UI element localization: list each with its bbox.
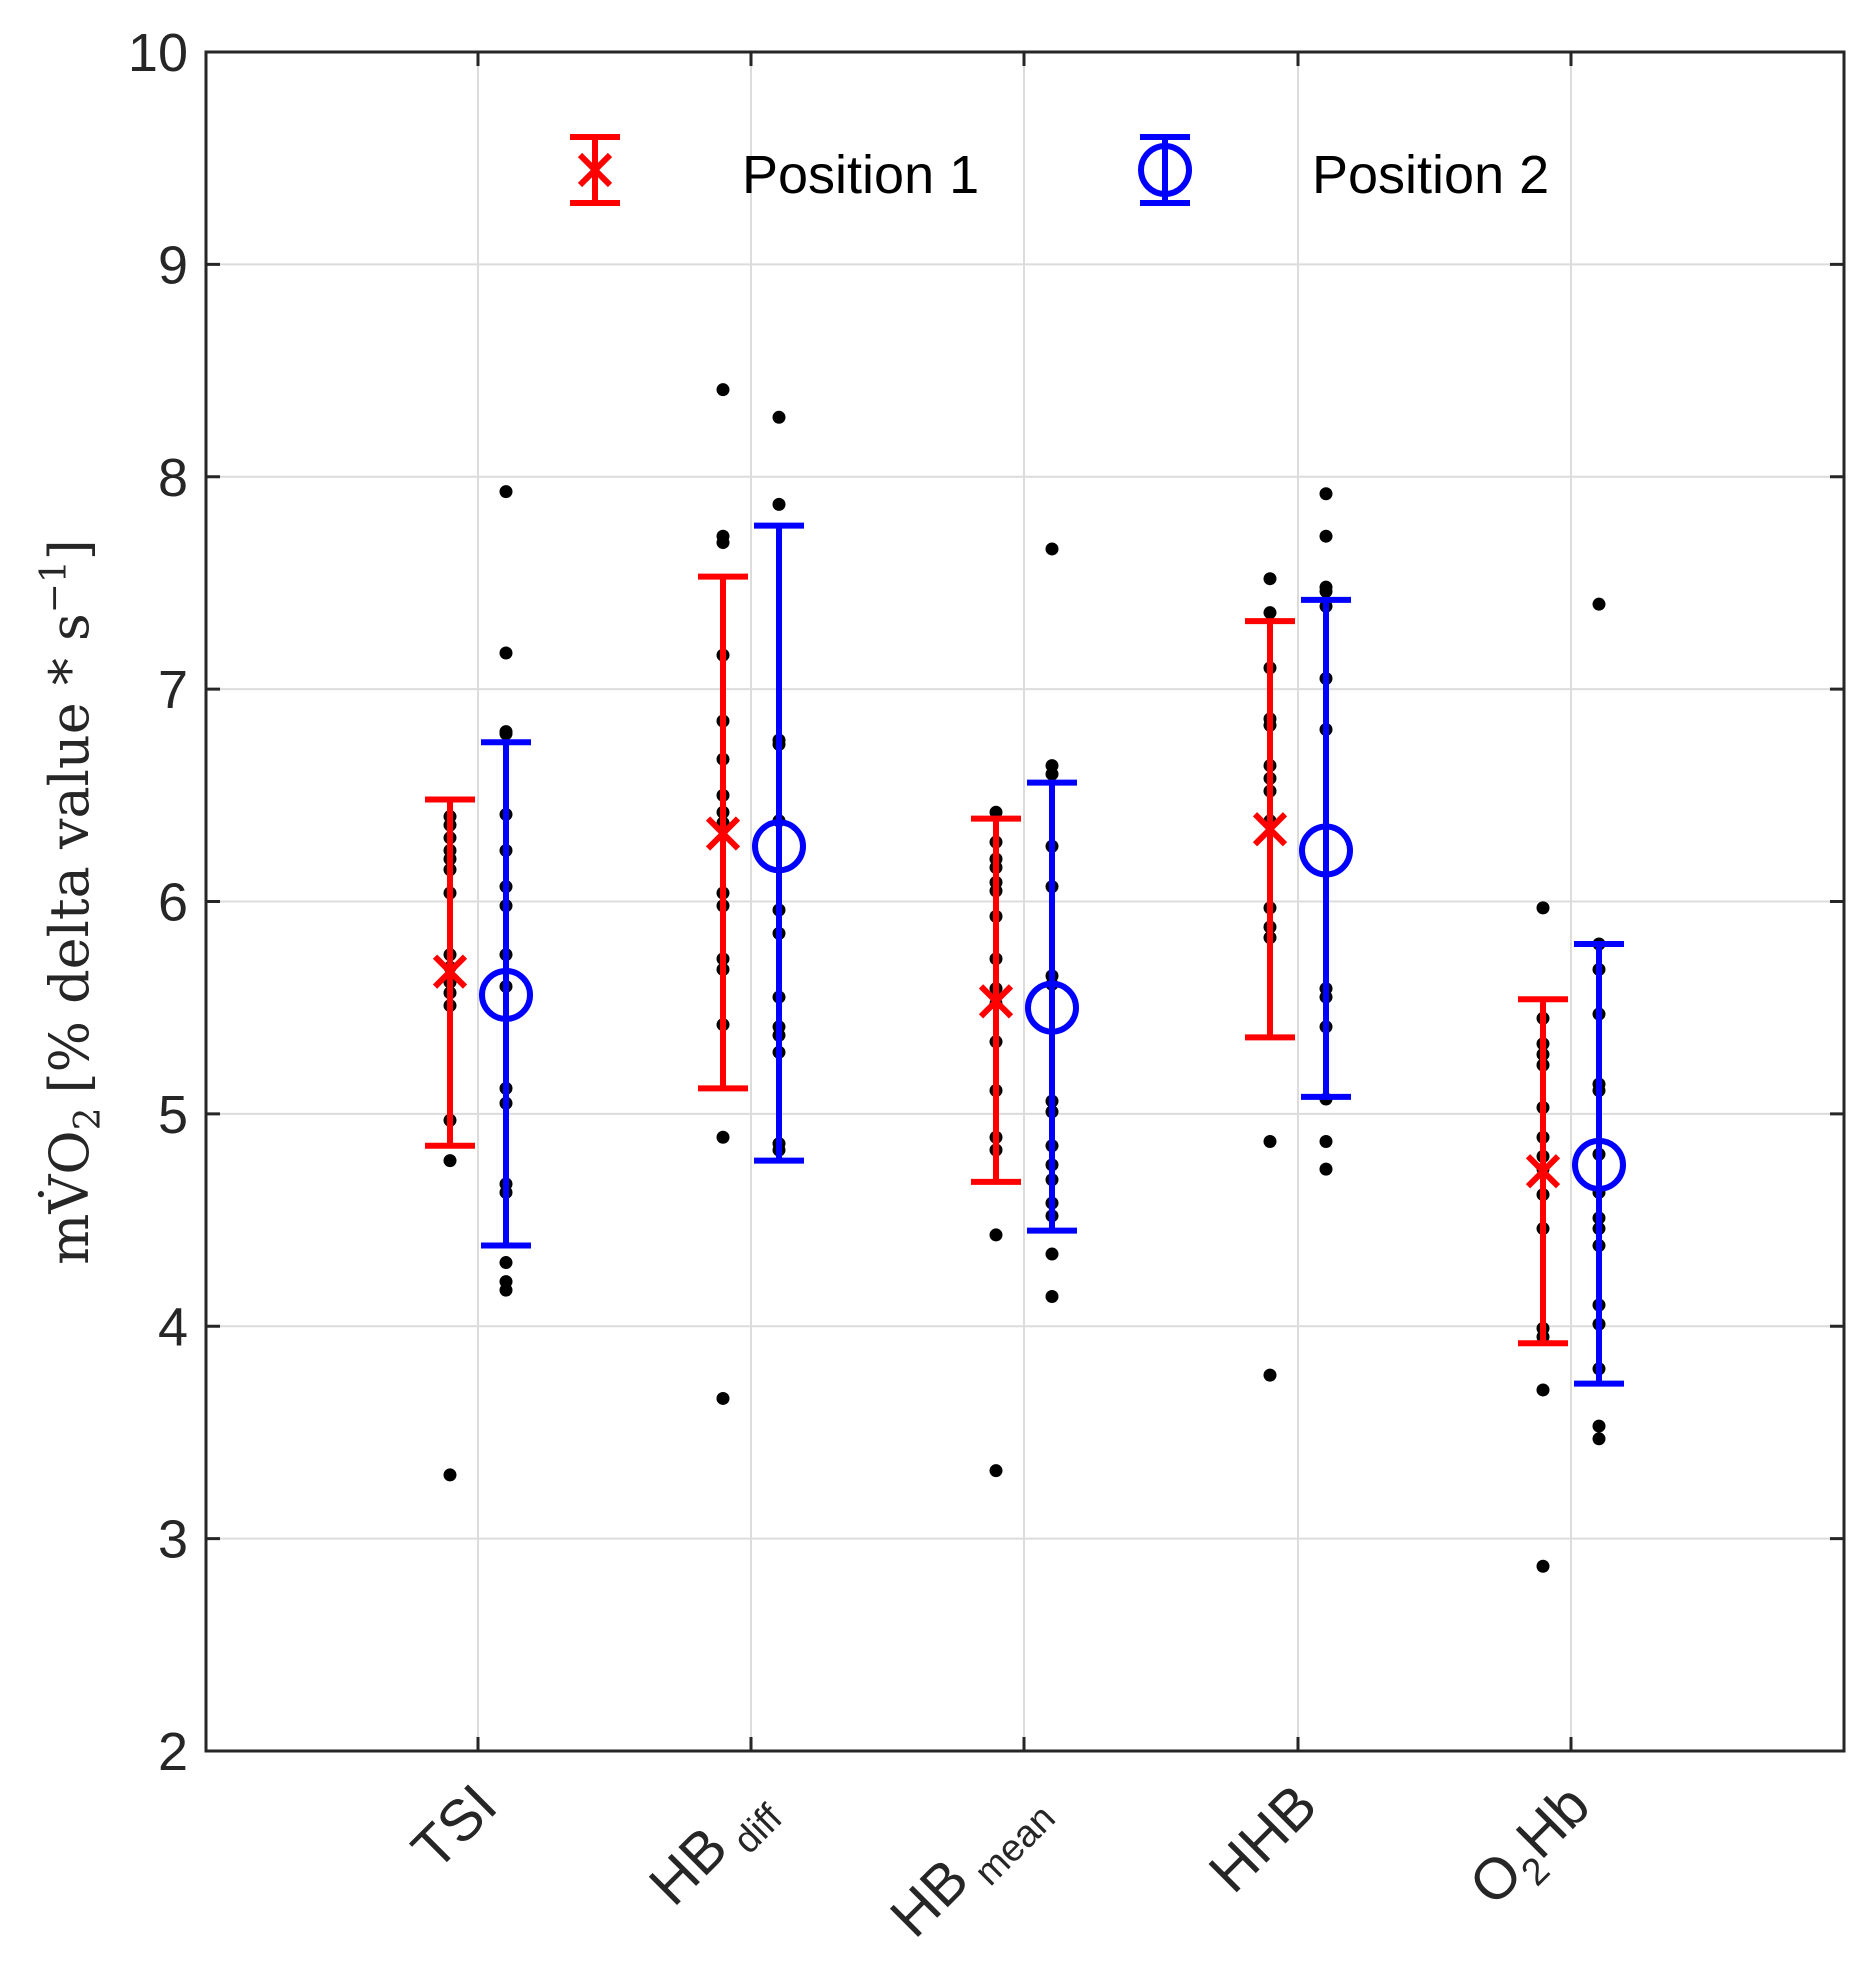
data-point <box>989 1228 1003 1242</box>
x-category-label: TSI <box>399 1772 509 1882</box>
data-point <box>443 1154 457 1168</box>
mean-marker-x <box>978 984 1014 1019</box>
data-point <box>1319 529 1333 543</box>
y-tick-label: 3 <box>158 1510 188 1570</box>
category-rest: Hb <box>1504 1772 1602 1870</box>
x-category-label: HHB <box>1197 1772 1330 1905</box>
x-category-text: HBmean <box>878 1772 1064 1958</box>
category-main: HB <box>637 1815 740 1918</box>
data-point <box>1045 1290 1059 1304</box>
data-point <box>499 1256 513 1270</box>
data-point <box>1592 1432 1606 1446</box>
y-tick-label: 6 <box>158 873 188 933</box>
legend-marker-position-1 <box>570 134 620 206</box>
category-main: O <box>1457 1840 1535 1918</box>
data-point <box>499 1275 513 1289</box>
x-category-label: HBmean <box>878 1772 1064 1958</box>
data-point <box>499 725 513 739</box>
data-point <box>1263 1134 1277 1148</box>
y-axis-label-unit: [% delta value * s <box>38 613 101 1093</box>
y-tick-label: 10 <box>128 23 188 83</box>
mean-marker-x <box>1525 1154 1561 1189</box>
data-point <box>1319 1134 1333 1148</box>
data-point <box>716 529 730 543</box>
x-category-label: O2Hb <box>1457 1772 1611 1926</box>
data-point <box>1045 759 1059 773</box>
mean-marker-circle <box>1572 1137 1626 1192</box>
data-point <box>989 1464 1003 1478</box>
mean-marker-circle <box>1025 980 1079 1035</box>
x-category-text: TSI <box>399 1772 509 1882</box>
mean-marker-x <box>432 954 468 989</box>
data-point <box>989 805 1003 819</box>
x-category-text: HBdiff <box>637 1772 791 1926</box>
mean-marker-circle <box>479 967 533 1022</box>
y-axis-label: mV̇O2 [% delta value * s−1] <box>34 539 109 1265</box>
data-marks <box>425 383 1626 1573</box>
data-point <box>1319 580 1333 594</box>
x-category-label: HBdiff <box>637 1772 791 1926</box>
mean-marker-circle <box>1299 823 1353 878</box>
data-point <box>1536 901 1550 915</box>
x-category-text: HHB <box>1197 1772 1330 1905</box>
y-axis-label-main: mV̇O <box>37 1130 101 1264</box>
data-point <box>1263 606 1277 620</box>
data-point <box>1263 1368 1277 1382</box>
category-main: TSI <box>399 1772 509 1882</box>
data-point <box>1536 1559 1550 1573</box>
mean-marker-x <box>705 816 741 851</box>
data-point <box>1045 542 1059 556</box>
mean-marker-x <box>1252 812 1288 847</box>
mean-marker-circle <box>752 819 806 874</box>
data-point <box>772 410 786 424</box>
y-axis: 2 3 4 5 6 7 8 9 10 <box>128 23 1844 1782</box>
y-axis-label-close: ] <box>38 539 101 560</box>
legend-label-position-1: Position 1 <box>742 145 979 205</box>
data-point <box>772 497 786 511</box>
legend-marker-position-2 <box>1138 134 1192 206</box>
data-point <box>1536 1383 1550 1397</box>
y-tick-label: 8 <box>158 448 188 508</box>
data-point <box>1592 597 1606 611</box>
y-tick-label: 5 <box>158 1085 188 1145</box>
data-point <box>1319 1162 1333 1176</box>
grid <box>206 52 1844 1751</box>
data-point <box>716 1130 730 1144</box>
data-point <box>1045 1247 1059 1261</box>
data-point <box>1319 487 1333 501</box>
data-point <box>443 1468 457 1482</box>
category-main: HB <box>878 1847 981 1950</box>
data-point <box>716 383 730 397</box>
svg-text:mV̇O2[% delta value * s−1]: mV̇O2 [% delta value * s−1] <box>34 539 109 1265</box>
data-point <box>499 646 513 660</box>
category-subscript: diff <box>726 1797 791 1862</box>
y-axis-label-sup: −1 <box>34 560 75 613</box>
y-tick-label: 2 <box>158 1722 188 1782</box>
legend-label-position-2: Position 2 <box>1312 145 1549 205</box>
category-main: HHB <box>1197 1772 1330 1905</box>
y-tick-label: 9 <box>158 235 188 295</box>
y-tick-label: 4 <box>158 1297 188 1357</box>
x-category-text: O2Hb <box>1457 1772 1611 1926</box>
data-point <box>1263 572 1277 586</box>
data-point <box>499 485 513 499</box>
data-point <box>716 1391 730 1405</box>
y-axis-label-sub: 2 <box>68 1107 109 1130</box>
y-tick-label: 7 <box>158 660 188 720</box>
data-point <box>1592 1419 1606 1433</box>
legend: Position 1 Position 2 <box>570 134 1549 206</box>
category-subscript: mean <box>967 1797 1064 1894</box>
